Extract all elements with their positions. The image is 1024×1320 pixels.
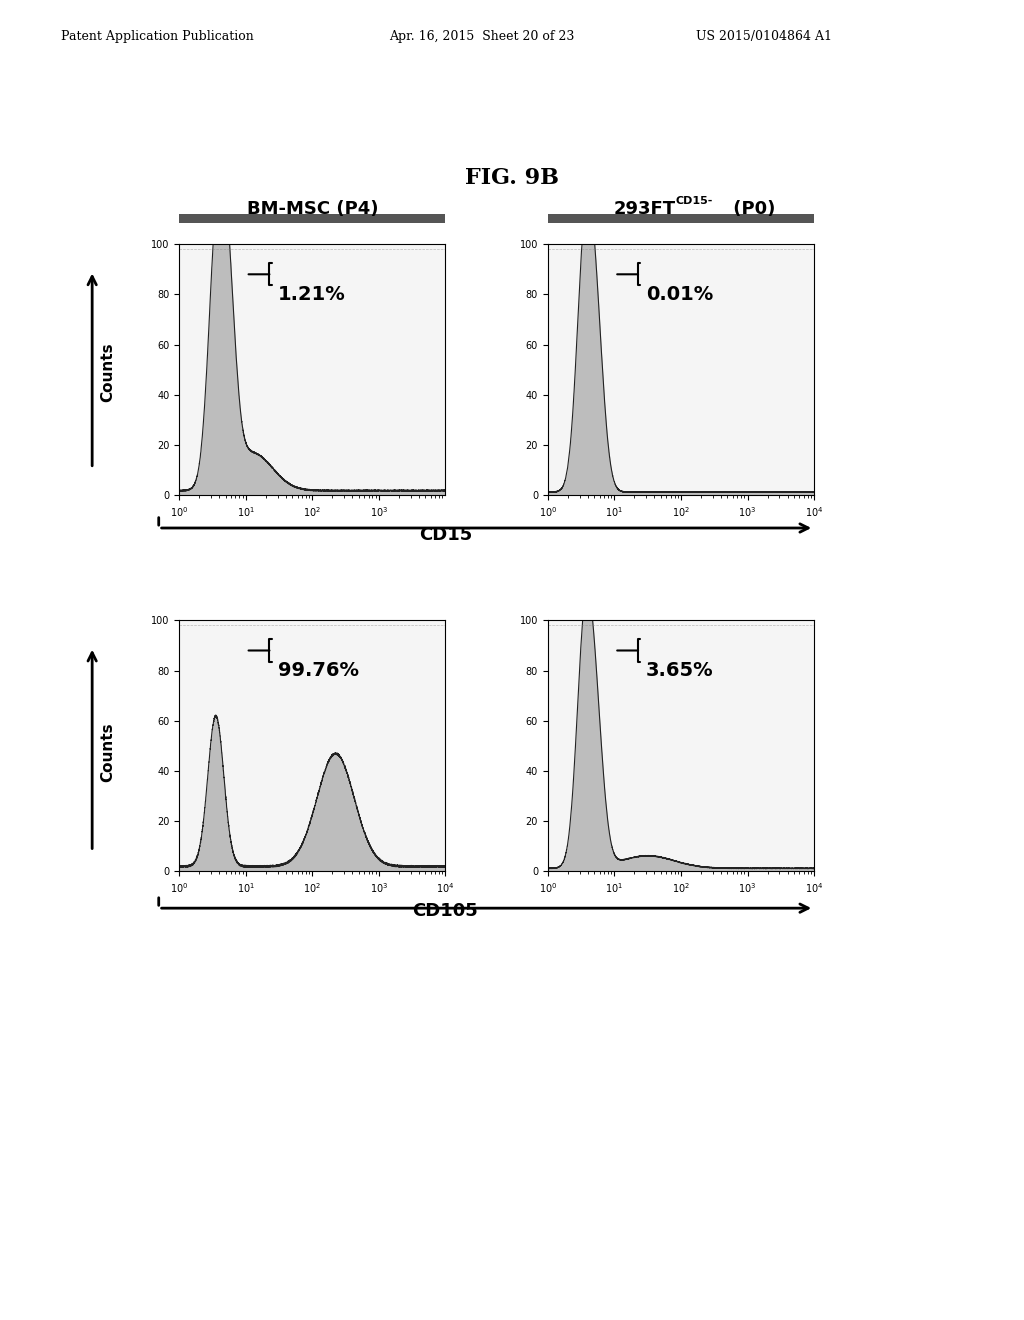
Text: 3.65%: 3.65%: [646, 661, 714, 680]
Text: Counts: Counts: [100, 722, 115, 783]
Text: 99.76%: 99.76%: [278, 661, 358, 680]
Text: 0.01%: 0.01%: [646, 285, 714, 304]
Text: CD15: CD15: [419, 525, 472, 544]
Text: 1.21%: 1.21%: [278, 285, 345, 304]
Text: CD105: CD105: [413, 902, 478, 920]
Text: Counts: Counts: [100, 342, 115, 403]
Text: CD15-: CD15-: [676, 195, 713, 206]
Text: Patent Application Publication: Patent Application Publication: [61, 30, 254, 44]
Text: FIG. 9B: FIG. 9B: [465, 168, 559, 189]
Text: BM-MSC (P4): BM-MSC (P4): [247, 199, 378, 218]
Text: (P0): (P0): [727, 199, 775, 218]
Text: US 2015/0104864 A1: US 2015/0104864 A1: [696, 30, 833, 44]
Text: Apr. 16, 2015  Sheet 20 of 23: Apr. 16, 2015 Sheet 20 of 23: [389, 30, 574, 44]
Text: 293FT: 293FT: [613, 199, 676, 218]
